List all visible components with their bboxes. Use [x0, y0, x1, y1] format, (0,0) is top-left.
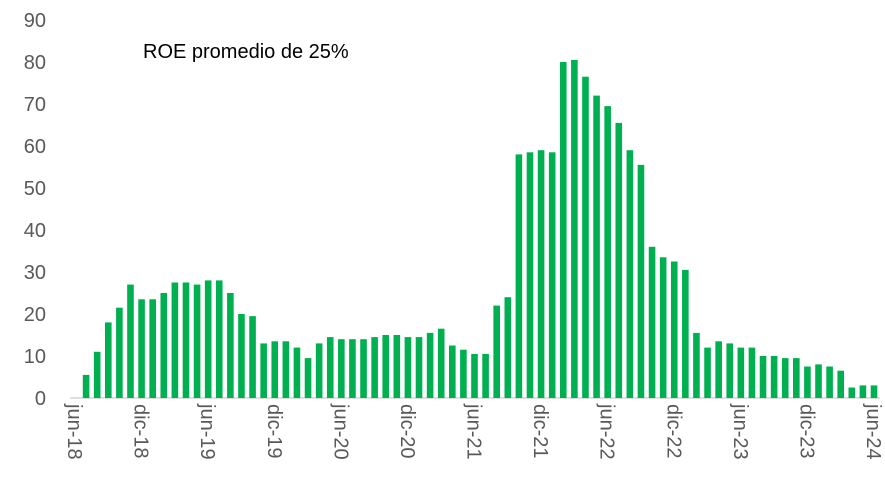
bar [704, 347, 711, 398]
bar [826, 366, 833, 398]
y-tick-label: 80 [24, 52, 46, 74]
bar [559, 62, 567, 398]
bar [548, 152, 556, 398]
bar [859, 385, 867, 398]
bar [104, 322, 112, 398]
bar [338, 339, 345, 398]
bar [648, 246, 656, 398]
bar [471, 353, 478, 398]
bar [326, 337, 334, 398]
bar [215, 280, 223, 398]
x-tick-label: jun-19 [196, 403, 218, 460]
bar [737, 347, 745, 398]
bar [781, 358, 789, 398]
bar [315, 343, 323, 398]
x-tick-label: dic-18 [130, 404, 152, 458]
bar [571, 59, 578, 399]
bar [626, 150, 634, 398]
bar [837, 370, 845, 398]
bar [293, 347, 301, 398]
bar [482, 353, 489, 398]
y-tick-label: 50 [24, 178, 46, 200]
y-tick-label: 10 [24, 346, 46, 368]
bar [437, 328, 445, 398]
bar [449, 345, 456, 398]
x-tick-label: jun-21 [463, 403, 485, 460]
bar [138, 299, 145, 398]
bar [526, 152, 534, 398]
y-tick-label: 20 [24, 304, 46, 326]
x-tick-label: jun-22 [596, 403, 618, 460]
bar [493, 305, 500, 398]
bar [382, 335, 390, 398]
x-tick-label: jun-24 [862, 403, 884, 460]
bar [682, 269, 689, 398]
x-tick-label: dic-20 [396, 404, 418, 458]
bar [282, 341, 290, 398]
bar [848, 387, 856, 398]
bar [238, 314, 245, 398]
bar [371, 337, 378, 398]
bar [726, 343, 734, 398]
bar [748, 347, 756, 398]
bar [670, 261, 678, 398]
bar [82, 374, 90, 398]
bar [715, 341, 722, 398]
bar [637, 164, 645, 398]
y-tick-label: 60 [24, 136, 46, 158]
bar [537, 150, 545, 398]
bar [504, 297, 512, 398]
bar [227, 293, 234, 398]
bar [393, 335, 401, 398]
bar [349, 339, 356, 398]
bar [93, 351, 101, 398]
bar [193, 284, 201, 398]
y-tick-label: 40 [24, 220, 46, 242]
bar [604, 106, 611, 398]
y-tick-label: 70 [24, 94, 46, 116]
bar [593, 95, 600, 398]
bar [582, 76, 589, 398]
x-tick-label: dic-19 [263, 404, 285, 458]
bar [249, 316, 256, 398]
bar [182, 282, 190, 398]
bar [127, 284, 134, 398]
x-tick-label: jun-20 [329, 403, 351, 460]
bar [204, 280, 212, 398]
bar [116, 307, 123, 398]
bar [815, 364, 822, 398]
x-tick-label: dic-23 [795, 404, 817, 458]
bar [693, 332, 700, 398]
bar [615, 122, 623, 399]
y-tick-label: 90 [24, 10, 46, 32]
bar [171, 282, 179, 398]
bar [870, 385, 878, 398]
y-tick-label: 30 [24, 262, 46, 284]
bar [759, 356, 767, 398]
bar [770, 356, 778, 398]
annotation: ROE promedio de 25% [143, 41, 349, 63]
x-tick-label: jun-18 [63, 403, 85, 460]
x-tick-label: jun-23 [729, 403, 751, 460]
bar [404, 337, 412, 398]
y-tick-label: 0 [35, 388, 46, 410]
bar [260, 343, 267, 398]
bar [460, 349, 467, 398]
bar [160, 293, 168, 398]
x-tick-label: dic-22 [662, 404, 684, 458]
bar [149, 299, 156, 398]
bar [793, 358, 800, 398]
bar [804, 366, 811, 398]
bar [271, 341, 279, 398]
bar [515, 154, 523, 398]
bar [360, 339, 367, 398]
x-tick-label: dic-21 [529, 404, 551, 458]
bar [415, 337, 423, 398]
bar [304, 358, 312, 398]
bar [659, 257, 667, 398]
bar [426, 332, 434, 398]
